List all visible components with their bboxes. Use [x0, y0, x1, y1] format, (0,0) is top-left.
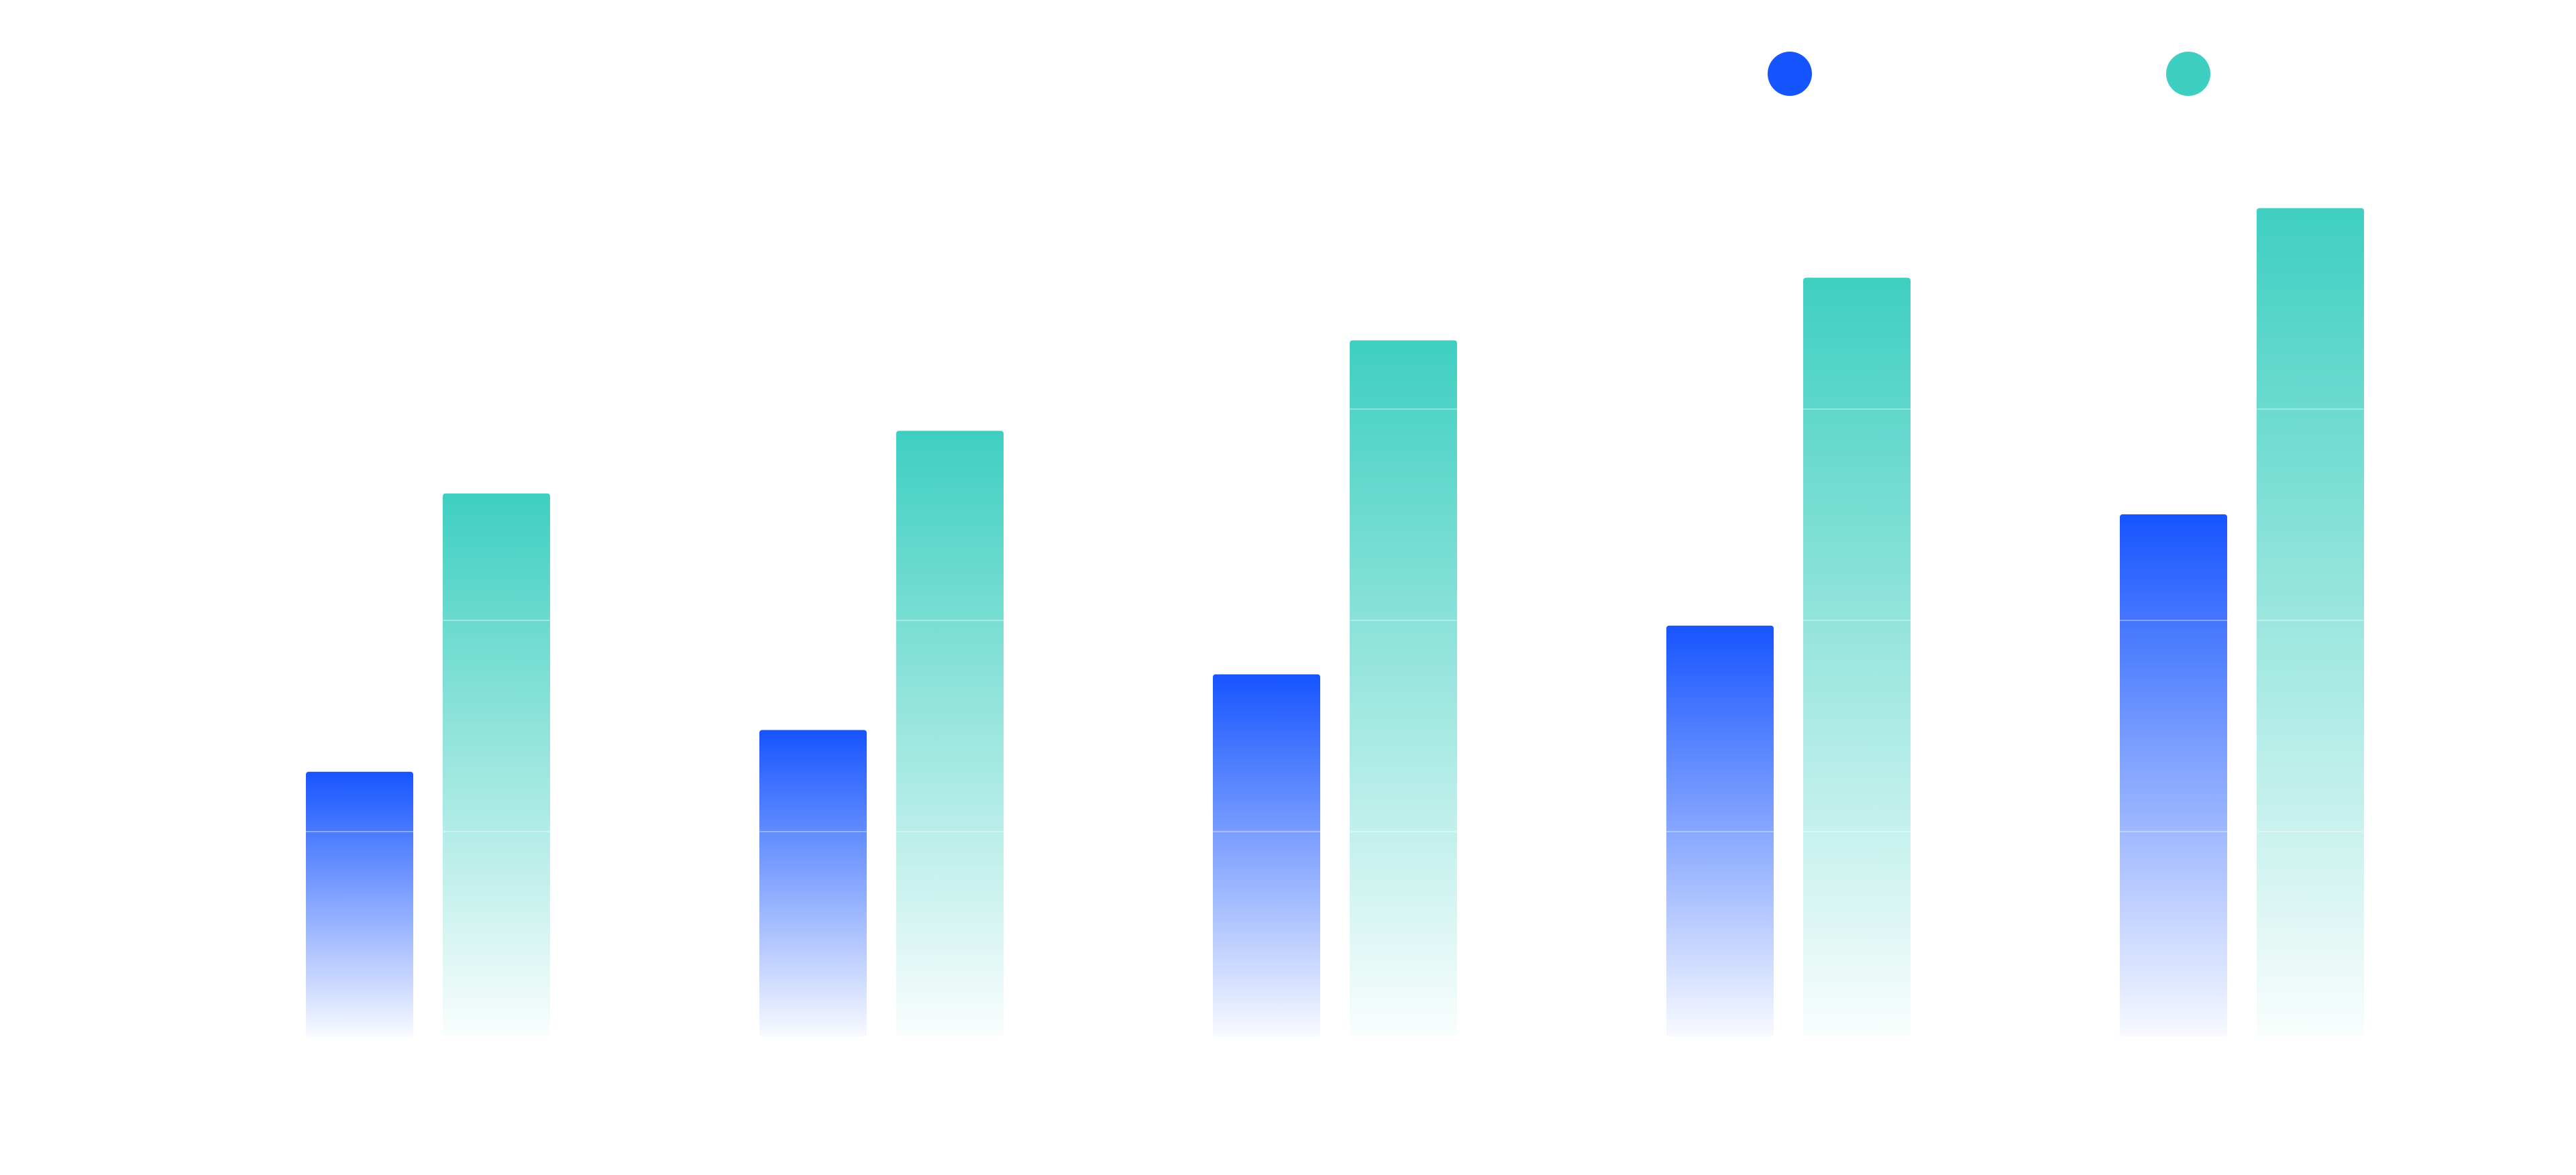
bar-series2-cat4 — [1803, 278, 1911, 1036]
legend — [1768, 52, 2210, 96]
bar-series2-cat3 — [1350, 340, 1457, 1036]
bar-series1-cat1 — [306, 771, 413, 1036]
bar-series1-cat3 — [1213, 674, 1320, 1036]
bar-series1-cat4 — [1666, 625, 1774, 1036]
bar-series2-cat2 — [896, 431, 1004, 1036]
legend-marker-series1 — [1768, 52, 1812, 96]
bar-series1-cat2 — [759, 730, 867, 1036]
gridlines-layer — [0, 201, 2576, 832]
bar-series2-cat1 — [443, 493, 550, 1036]
bars-layer — [306, 208, 2364, 1036]
bar-series2-cat5 — [2257, 208, 2364, 1036]
bar-series1-cat5 — [2120, 514, 2227, 1036]
legend-marker-series2 — [2166, 52, 2210, 96]
